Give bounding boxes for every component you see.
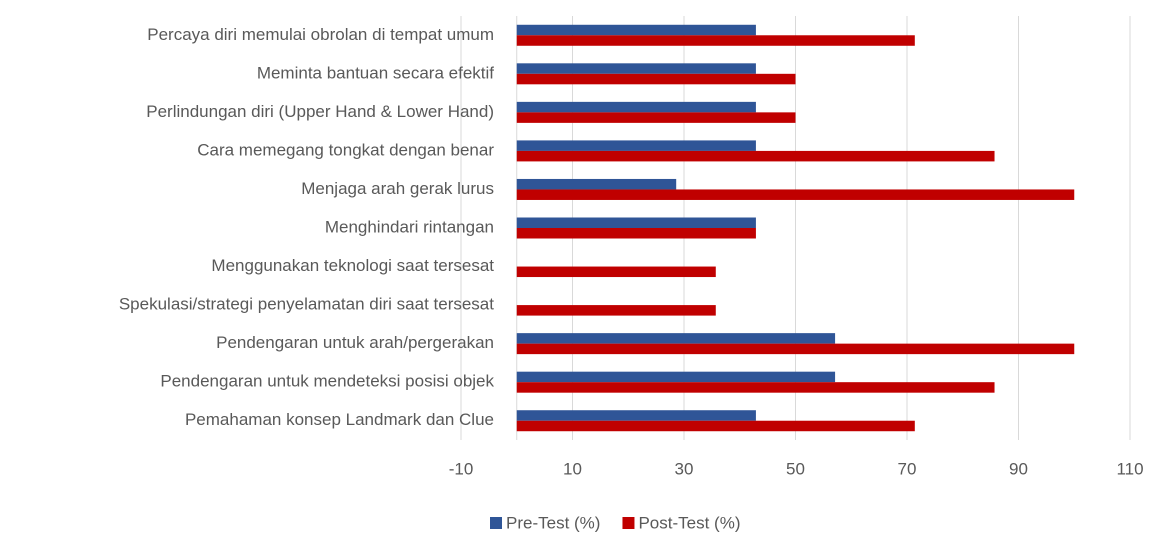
legend-swatch bbox=[490, 517, 502, 529]
y-tick-label: Spekulasi/strategi penyelamatan diri saa… bbox=[119, 295, 494, 314]
y-tick-label: Cara memegang tongkat dengan benar bbox=[197, 140, 494, 159]
bar bbox=[516, 333, 836, 344]
x-tick-label: 50 bbox=[786, 459, 805, 478]
bar bbox=[516, 140, 756, 151]
x-tick-label: -10 bbox=[449, 459, 474, 478]
y-tick-label: Pemahaman konsep Landmark dan Clue bbox=[185, 410, 494, 429]
y-tick-label: Pendengaran untuk mendeteksi posisi obje… bbox=[160, 372, 494, 391]
bar bbox=[516, 178, 677, 190]
bar bbox=[516, 266, 716, 278]
legend-label: Pre-Test (%) bbox=[506, 513, 600, 532]
bar bbox=[516, 73, 796, 85]
x-tick-label: 10 bbox=[563, 459, 582, 478]
bar bbox=[516, 343, 1075, 355]
y-tick-label: Menghindari rintangan bbox=[325, 217, 494, 236]
y-tick-label: Meminta bantuan secara efektif bbox=[257, 63, 494, 82]
bar bbox=[516, 150, 995, 162]
x-tick-label: 30 bbox=[675, 459, 694, 478]
bar bbox=[516, 420, 915, 432]
y-tick-label: Menjaga arah gerak lurus bbox=[301, 179, 494, 198]
bar bbox=[516, 410, 756, 421]
bar bbox=[516, 305, 716, 316]
y-tick-label: Perlindungan diri (Upper Hand & Lower Ha… bbox=[146, 102, 494, 121]
y-tick-label: Menggunakan teknologi saat tersesat bbox=[211, 256, 494, 275]
x-tick-label: 110 bbox=[1116, 459, 1143, 478]
y-tick-label: Percaya diri memulai obrolan di tempat u… bbox=[147, 25, 494, 44]
bar bbox=[516, 35, 915, 46]
bar bbox=[516, 189, 1075, 200]
legend-label: Post-Test (%) bbox=[638, 513, 740, 532]
legend-swatch bbox=[622, 517, 635, 529]
bar bbox=[516, 63, 756, 74]
bar bbox=[516, 24, 756, 36]
bar bbox=[516, 112, 796, 123]
bar bbox=[516, 382, 995, 393]
bar bbox=[516, 217, 756, 228]
x-tick-label: 70 bbox=[898, 459, 917, 478]
bar bbox=[516, 228, 756, 239]
x-tick-label: 90 bbox=[1009, 459, 1028, 478]
y-tick-label: Pendengaran untuk arah/pergerakan bbox=[216, 333, 494, 352]
bar bbox=[516, 371, 836, 383]
bar bbox=[516, 101, 756, 113]
